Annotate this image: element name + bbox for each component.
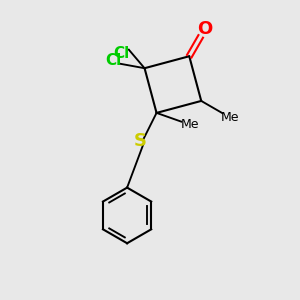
Text: Me: Me	[220, 111, 239, 124]
Text: Me: Me	[181, 118, 199, 131]
Text: Cl: Cl	[113, 46, 129, 62]
Text: O: O	[197, 20, 212, 38]
Text: Cl: Cl	[105, 53, 121, 68]
Text: S: S	[134, 132, 147, 150]
